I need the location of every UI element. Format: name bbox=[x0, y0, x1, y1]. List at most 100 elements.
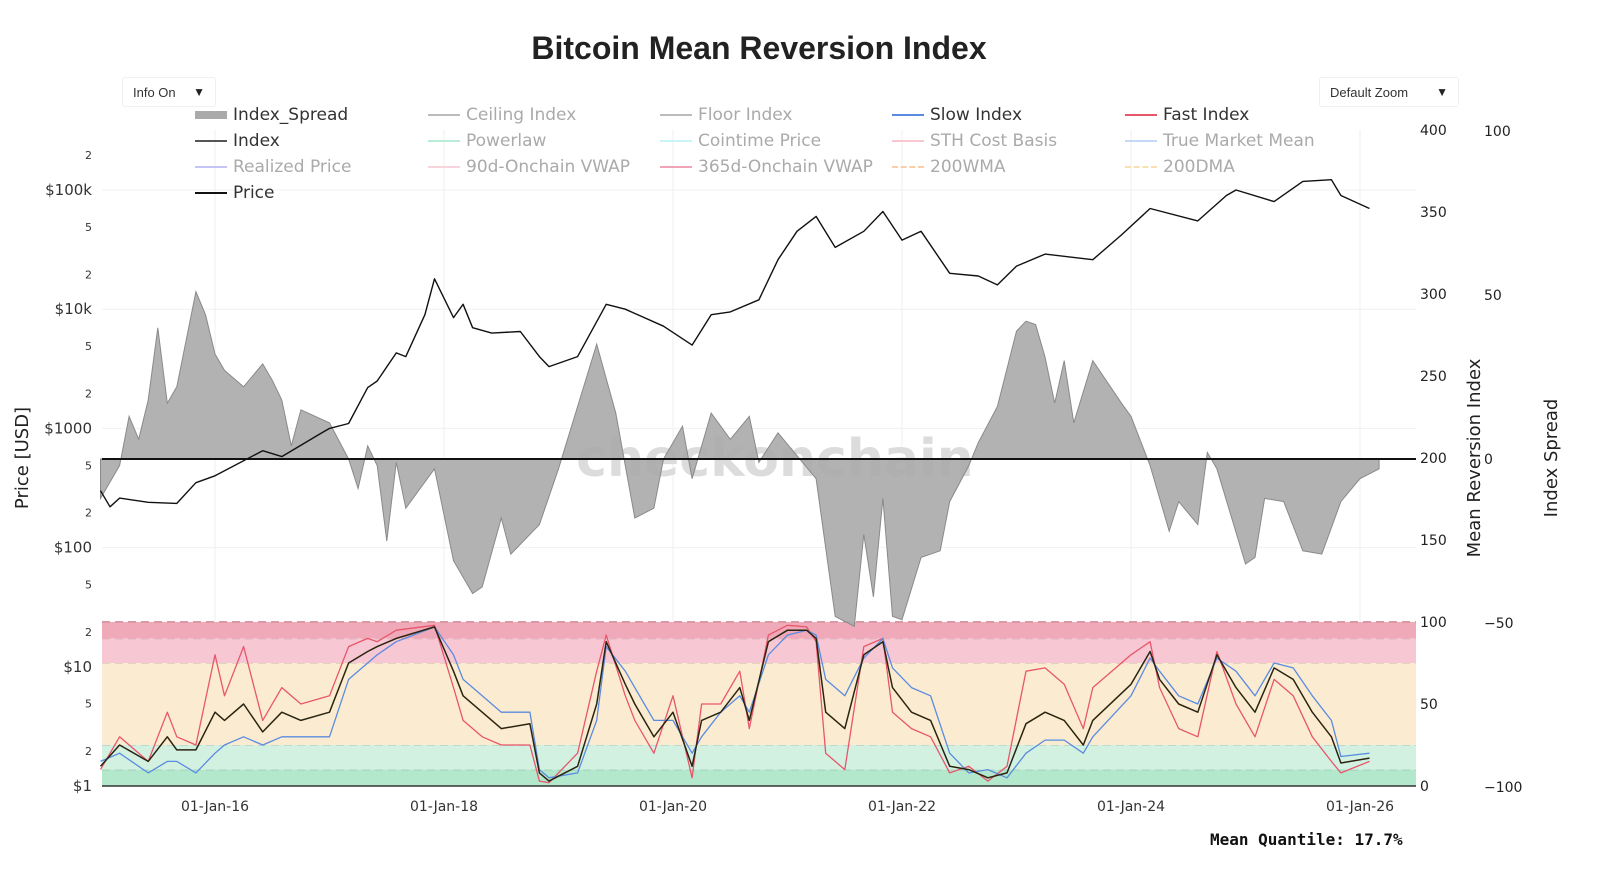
y-left-tick-label: 5 bbox=[85, 221, 92, 234]
legend-swatch bbox=[428, 140, 460, 142]
y-left-tick-label: $100k bbox=[45, 181, 92, 199]
y-axis-title-index-spread: Index Spread bbox=[1541, 399, 1562, 518]
legend-item-200wma[interactable]: 200WMA bbox=[892, 157, 1006, 177]
legend-swatch bbox=[1125, 114, 1157, 116]
legend-label: 200DMA bbox=[1163, 157, 1235, 177]
zoom-dropdown-label: Default Zoom bbox=[1330, 84, 1409, 100]
axes: 01-Jan-16 01-Jan-18 01-Jan-20 01-Jan-22 01-J… bbox=[44, 123, 1522, 815]
legend-item-sth-cost-basis[interactable]: STH Cost Basis bbox=[892, 131, 1057, 151]
y-right-index-tick-label: 100 bbox=[1420, 615, 1447, 631]
chart-title: Bitcoin Mean Reversion Index bbox=[531, 30, 987, 66]
x-tick-label: 01-Jan-24 bbox=[1097, 799, 1165, 815]
legend-label: Slow Index bbox=[930, 105, 1023, 125]
legend-label: Index_Spread bbox=[233, 105, 349, 125]
legend-swatch bbox=[195, 111, 227, 119]
y-right-spread-tick-label: 0 bbox=[1484, 452, 1493, 468]
y-right-index-tick-label: 50 bbox=[1420, 697, 1438, 713]
legend-swatch bbox=[892, 140, 924, 142]
y-right-index-tick-label: 0 bbox=[1420, 779, 1429, 795]
legend-label: Powerlaw bbox=[466, 131, 547, 151]
caret-down-icon: ▼ bbox=[1436, 85, 1448, 99]
legend-item-floor-index[interactable]: Floor Index bbox=[660, 105, 793, 125]
y-axis-title-price: Price [USD] bbox=[12, 407, 33, 509]
x-tick-label: 01-Jan-26 bbox=[1326, 799, 1394, 815]
legend-swatch bbox=[195, 192, 227, 194]
quantile-band bbox=[102, 663, 1416, 745]
y-left-tick-label: $1000 bbox=[44, 419, 92, 437]
legend-swatch bbox=[892, 114, 924, 116]
index-line bbox=[99, 626, 1370, 782]
y-left-tick-label: 5 bbox=[85, 578, 92, 591]
quantile-band bbox=[102, 769, 1416, 786]
legend-label: Price bbox=[233, 183, 275, 203]
y-left-tick-label: $1 bbox=[73, 777, 92, 795]
legend-label: STH Cost Basis bbox=[930, 131, 1058, 151]
zoom-dropdown[interactable]: Default Zoom ▼ bbox=[1319, 77, 1459, 107]
legend-swatch bbox=[195, 166, 227, 168]
y-left-tick-label: 2 bbox=[85, 626, 92, 639]
y-right-spread-tick-label: 100 bbox=[1484, 124, 1511, 140]
legend-swatch bbox=[1125, 140, 1157, 142]
y-left-tick-label: 2 bbox=[85, 268, 92, 281]
legend-swatch bbox=[660, 114, 692, 116]
y-left-tick-label: 5 bbox=[85, 340, 92, 353]
legend-item-true-market-mean[interactable]: True Market Mean bbox=[1125, 131, 1315, 151]
y-right-index-tick-label: 150 bbox=[1420, 533, 1447, 549]
legend-item-365d-onchain-vwap[interactable]: 365d-Onchain VWAP bbox=[660, 157, 873, 177]
info-dropdown-label: Info On bbox=[133, 84, 176, 100]
y-axis-title-mean-reversion-index: Mean Reversion Index bbox=[1464, 358, 1485, 557]
y-left-tick-label: $10 bbox=[63, 658, 92, 676]
mean-quantile-label: Mean Quantile: 17.7% bbox=[1210, 830, 1403, 849]
legend-item-realized-price[interactable]: Realized Price bbox=[195, 157, 351, 177]
legend-label: Index bbox=[233, 131, 280, 151]
y-left-tick-label: 2 bbox=[85, 388, 92, 401]
legend-swatch bbox=[1125, 166, 1157, 168]
legend-swatch bbox=[660, 166, 692, 168]
legend-label: 365d-Onchain VWAP bbox=[698, 157, 873, 177]
legend-label: Fast Index bbox=[1163, 105, 1250, 125]
y-right-spread-tick-label: −50 bbox=[1484, 616, 1514, 632]
y-left-tick-label: 5 bbox=[85, 698, 92, 711]
legend-label: 90d-Onchain VWAP bbox=[466, 157, 631, 177]
y-right-index-tick-label: 350 bbox=[1420, 205, 1447, 221]
y-right-index-tick-label: 300 bbox=[1420, 287, 1447, 303]
x-tick-label: 01-Jan-16 bbox=[181, 799, 249, 815]
x-tick-label: 01-Jan-20 bbox=[639, 799, 707, 815]
legend-item-index-spread[interactable]: Index_Spread bbox=[195, 105, 348, 125]
legend-item-ceiling-index[interactable]: Ceiling Index bbox=[428, 105, 576, 125]
fast-index-line bbox=[99, 624, 1370, 784]
legend-label: True Market Mean bbox=[1163, 131, 1315, 151]
legend-item-cointime-price[interactable]: Cointime Price bbox=[660, 131, 821, 151]
y-left-tick-label: 5 bbox=[85, 459, 92, 472]
legend-label: Floor Index bbox=[698, 105, 793, 125]
price-line bbox=[99, 179, 1370, 508]
quantile-band bbox=[102, 638, 1416, 663]
legend-item-index[interactable]: Index bbox=[195, 131, 280, 151]
y-left-tick-label: 2 bbox=[85, 507, 92, 520]
x-tick-label: 01-Jan-22 bbox=[868, 799, 936, 815]
y-right-index-tick-label: 200 bbox=[1420, 451, 1447, 467]
legend-swatch bbox=[892, 166, 924, 168]
y-left-tick-label: $10k bbox=[55, 300, 93, 318]
legend-swatch bbox=[428, 114, 460, 116]
legend-label: Ceiling Index bbox=[466, 105, 577, 125]
legend-swatch bbox=[195, 140, 227, 142]
legend-item-powerlaw[interactable]: Powerlaw bbox=[428, 131, 546, 151]
y-right-spread-tick-label: −100 bbox=[1484, 780, 1522, 796]
info-dropdown[interactable]: Info On ▼ bbox=[122, 77, 216, 107]
legend-item-price[interactable]: Price bbox=[195, 183, 274, 203]
legend-label: Cointime Price bbox=[698, 131, 822, 151]
legend-item-200dma[interactable]: 200DMA bbox=[1125, 157, 1235, 177]
x-tick-label: 01-Jan-18 bbox=[410, 799, 478, 815]
y-right-spread-tick-label: 50 bbox=[1484, 288, 1502, 304]
legend-label: Realized Price bbox=[233, 157, 352, 177]
y-right-index-tick-label: 250 bbox=[1420, 369, 1447, 385]
legend-label: 200WMA bbox=[930, 157, 1006, 177]
y-left-tick-label: 2 bbox=[85, 149, 92, 162]
legend-item-fast-index[interactable]: Fast Index bbox=[1125, 105, 1249, 125]
y-right-index-tick-label: 400 bbox=[1420, 123, 1447, 139]
legend-item-slow-index[interactable]: Slow Index bbox=[892, 105, 1022, 125]
y-left-tick-label: $100 bbox=[54, 539, 92, 557]
legend-item-90d-onchain-vwap[interactable]: 90d-Onchain VWAP bbox=[428, 157, 630, 177]
